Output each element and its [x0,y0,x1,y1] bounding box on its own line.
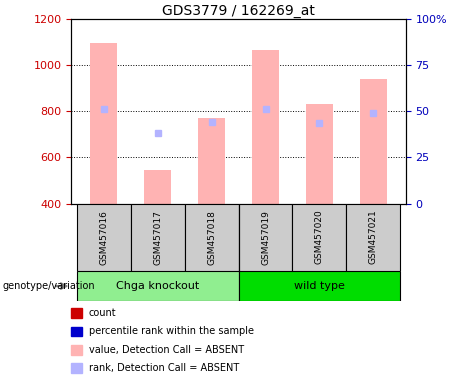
Text: GSM457017: GSM457017 [153,210,162,265]
Bar [77,271,239,301]
Bar [306,104,333,204]
Text: Chga knockout: Chga knockout [116,281,199,291]
Bar [90,43,117,204]
Text: GSM457018: GSM457018 [207,210,216,265]
Bar [198,118,225,204]
Title: GDS3779 / 162269_at: GDS3779 / 162269_at [162,4,315,18]
Bar [346,204,400,271]
Text: count: count [89,308,116,318]
Bar [185,204,239,271]
Text: percentile rank within the sample: percentile rank within the sample [89,326,254,336]
Bar [252,50,279,204]
Bar [131,204,185,271]
Text: genotype/variation: genotype/variation [2,281,95,291]
Text: GSM457021: GSM457021 [369,210,378,265]
Text: GSM457019: GSM457019 [261,210,270,265]
Bar [292,204,346,271]
Bar [77,204,131,271]
Text: wild type: wild type [294,281,345,291]
Bar [239,271,400,301]
Bar [360,79,387,204]
Text: GSM457016: GSM457016 [99,210,108,265]
Bar [239,204,292,271]
Text: value, Detection Call = ABSENT: value, Detection Call = ABSENT [89,345,243,355]
Bar [144,170,171,204]
Text: rank, Detection Call = ABSENT: rank, Detection Call = ABSENT [89,363,239,373]
Text: GSM457020: GSM457020 [315,210,324,265]
